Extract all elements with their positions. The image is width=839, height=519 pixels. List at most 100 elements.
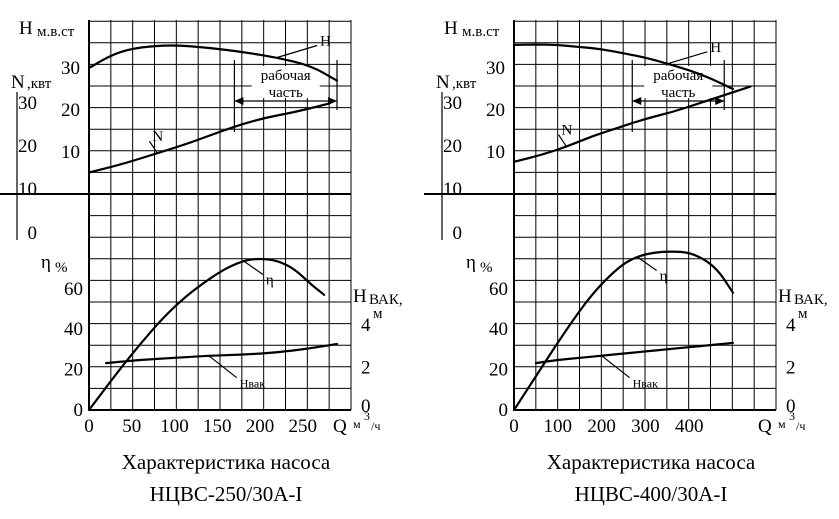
head-axis-sub: м.в.ст xyxy=(37,24,75,40)
series-eff-curve xyxy=(87,257,326,412)
series-power-curve xyxy=(87,102,330,174)
working-zone-label-bg xyxy=(251,66,320,98)
x-unit-sup: м xyxy=(353,417,361,431)
power-tick-label: 20 xyxy=(443,136,462,157)
x-tick-label: 200 xyxy=(587,416,616,437)
x-unit-tail: /ч xyxy=(796,419,805,433)
head-axis-label: H xyxy=(19,18,33,39)
head-tick-label: 30 xyxy=(486,58,505,79)
series-head-curve xyxy=(512,43,735,91)
head-axis-sub: м.в.ст xyxy=(462,24,500,40)
series-head-curve xyxy=(87,44,339,82)
working-zone-label: рабочая xyxy=(653,68,703,84)
eff-tick-label: 60 xyxy=(64,279,83,300)
x-tick-label: 200 xyxy=(246,416,275,437)
head-tick-label: 10 xyxy=(486,142,505,163)
series-power-curve xyxy=(512,85,752,163)
working-zone-arrow-head-right xyxy=(715,97,725,105)
working-zone-arrow-head-left xyxy=(234,97,244,105)
power-axis-sub: ,квт xyxy=(27,76,52,92)
vac-axis-sub: ВАК, xyxy=(369,292,403,308)
x-unit-sup: м xyxy=(778,417,786,431)
vac-tick-label: 2 xyxy=(786,357,796,378)
x-tick-label: 150 xyxy=(203,416,232,437)
eff-axis-label: η xyxy=(466,252,476,273)
working-zone-arrow-head-right xyxy=(328,97,338,105)
series-eff-curve xyxy=(512,250,735,412)
working-zone-label: рабочая xyxy=(261,68,311,84)
series-label: η xyxy=(660,268,668,284)
series-leader-line xyxy=(558,134,568,148)
series-leader-line xyxy=(667,51,708,65)
working-zone-label-2: часть xyxy=(661,85,695,101)
x-tick-label: 400 xyxy=(675,416,704,437)
x-tick-label: 0 xyxy=(509,416,519,437)
eff-tick-label: 40 xyxy=(64,319,83,340)
series-vac-curve xyxy=(534,341,735,365)
power-tick-label: 10 xyxy=(443,179,462,200)
series-label: H xyxy=(710,40,721,56)
working-zone-arrow-head-left xyxy=(632,97,642,105)
working-zone-label-2: часть xyxy=(269,85,303,101)
power-axis-label: N xyxy=(436,72,450,93)
series-leader-line xyxy=(242,260,264,276)
series-leader-line xyxy=(148,140,158,154)
vac-tick-label: 0 xyxy=(786,396,796,417)
x-tick-label: 100 xyxy=(544,416,573,437)
head-axis-label: H xyxy=(444,18,458,39)
x-unit-tail: /ч xyxy=(371,419,380,433)
series-leader-line xyxy=(601,355,630,379)
eff-tick-label: 0 xyxy=(499,400,509,421)
series-leader-line xyxy=(276,44,318,59)
x-unit-exp: 3 xyxy=(789,409,795,423)
x-tick-label: 300 xyxy=(631,416,660,437)
vac-tick-label: 0 xyxy=(361,396,371,417)
eff-tick-label: 60 xyxy=(489,279,508,300)
series-leader-line xyxy=(636,255,657,271)
eff-tick-label: 40 xyxy=(489,319,508,340)
x-tick-label: 50 xyxy=(122,416,141,437)
vac-axis-sub: ВАК, xyxy=(794,292,828,308)
working-zone-label-bg xyxy=(644,66,713,98)
vac-axis-label: H xyxy=(353,286,367,307)
x-tick-label: 250 xyxy=(289,416,318,437)
power-tick-label: 10 xyxy=(18,179,37,200)
x-unit-label: Q xyxy=(758,416,772,437)
vac-tick-label: 4 xyxy=(361,315,371,336)
series-label: Нвак xyxy=(633,377,659,391)
eff-tick-label: 0 xyxy=(74,400,84,421)
chart-caption-title: Характеристика насоса xyxy=(547,450,756,474)
head-tick-label: 30 xyxy=(61,58,80,79)
eff-tick-label: 20 xyxy=(64,360,83,381)
eff-axis-label: η xyxy=(41,252,51,273)
chart-caption-model: НЦВС-400/30А-I xyxy=(575,482,728,506)
series-vac-curve xyxy=(105,342,339,365)
series-label: η xyxy=(266,273,274,289)
series-label: Нвак xyxy=(240,377,266,391)
eff-tick-label: 20 xyxy=(489,360,508,381)
vac-tick-label: 2 xyxy=(361,357,371,378)
power-tick-label: 0 xyxy=(28,223,38,244)
series-label: N xyxy=(152,129,163,145)
chart-caption-title: Характеристика насоса xyxy=(122,450,331,474)
power-tick-label: 20 xyxy=(18,136,37,157)
eff-axis-sub: % xyxy=(480,260,493,276)
power-tick-label: 30 xyxy=(18,93,37,114)
series-label: H xyxy=(320,34,331,50)
eff-axis-sub: % xyxy=(55,260,68,276)
x-tick-label: 100 xyxy=(160,416,189,437)
series-leader-line xyxy=(208,355,238,379)
x-unit-exp: 3 xyxy=(364,409,370,423)
chart-caption-model: НЦВС-250/30А-I xyxy=(150,482,303,506)
x-tick-label: 0 xyxy=(84,416,94,437)
power-tick-label: 30 xyxy=(443,93,462,114)
head-tick-label: 10 xyxy=(61,142,80,163)
vac-tick-label: 4 xyxy=(786,315,796,336)
series-label: N xyxy=(562,123,573,139)
x-unit-label: Q xyxy=(333,416,347,437)
power-tick-label: 0 xyxy=(453,223,463,244)
vac-axis-label: H xyxy=(778,286,792,307)
